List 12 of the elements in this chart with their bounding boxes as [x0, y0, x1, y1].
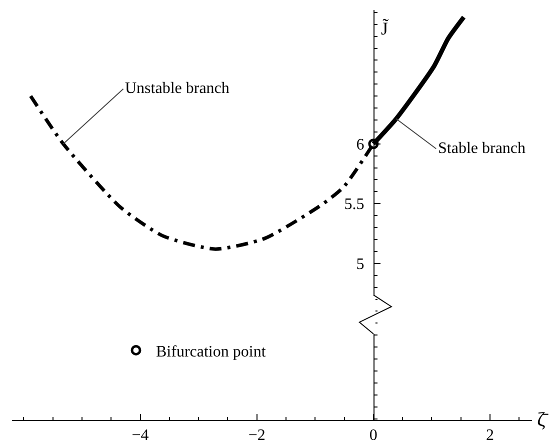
y-axis-title: J̃ — [381, 18, 389, 38]
text: Unstable branch — [125, 80, 230, 97]
x-axis-title: ζ̄ — [537, 409, 550, 431]
x-tick-label: −2 — [248, 427, 266, 440]
y-tick-label: 5 — [356, 256, 364, 274]
x-tick-label: 0 — [369, 427, 378, 440]
y-tick-label: 5.5 — [344, 196, 364, 214]
text: Stable branch — [438, 140, 526, 157]
legend-label: Bifurcation point — [156, 343, 266, 360]
y-tick-label: 6 — [356, 136, 364, 154]
x-tick-label: 2 — [486, 427, 494, 440]
x-tick-label: −4 — [132, 427, 149, 440]
